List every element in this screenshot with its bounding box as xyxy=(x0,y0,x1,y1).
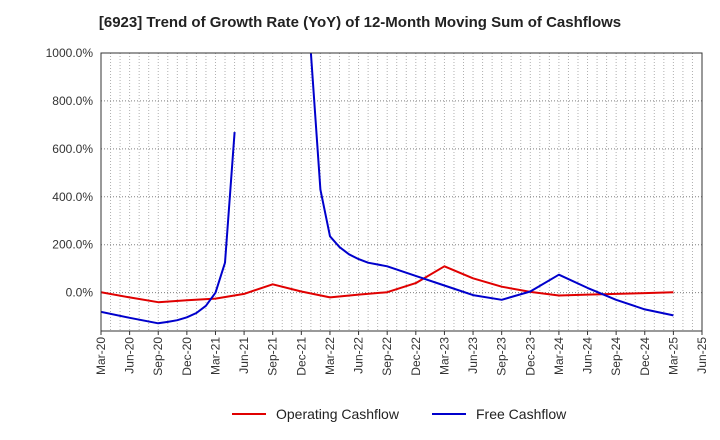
x-axis-tick-labels: Mar-20 Jun-20 Sep-20 Dec-20 Mar-21 Jun-21 Sep-… xyxy=(94,331,709,376)
x-tick-label: Dec-24 xyxy=(638,337,652,376)
legend-swatch-operating-cashflow xyxy=(232,413,266,415)
legend-label-free-cashflow: Free Cashflow xyxy=(476,406,567,422)
chart-title: [6923] Trend of Growth Rate (YoY) of 12-… xyxy=(98,14,622,31)
x-tick-label: Dec-21 xyxy=(294,337,308,376)
x-tick-label: Sep-22 xyxy=(380,337,394,376)
y-tick-label: 600.0% xyxy=(52,142,93,156)
legend-item-operating-cashflow: Operating Cashflow xyxy=(232,406,399,422)
x-tick-label: Mar-20 xyxy=(94,337,108,375)
x-tick-label: Sep-23 xyxy=(495,337,509,376)
x-tick-label: Mar-23 xyxy=(437,337,451,375)
y-axis-tick-labels: 0.0% 200.0% 400.0% 600.0% 800.0% 1000.0% xyxy=(46,46,94,300)
x-tick-label: Sep-21 xyxy=(266,337,280,376)
x-tick-label: Jun-24 xyxy=(581,337,595,374)
series-line-free-cashflow xyxy=(101,132,236,325)
x-tick-label: Jun-21 xyxy=(237,337,251,374)
y-tick-label: 0.0% xyxy=(66,286,94,300)
x-tick-label: Jun-23 xyxy=(466,337,480,374)
grid-layer xyxy=(101,52,702,331)
plot-frame xyxy=(100,52,703,332)
x-tick-label: Mar-25 xyxy=(666,337,680,375)
legend-item-free-cashflow: Free Cashflow xyxy=(432,406,566,422)
legend: Operating Cashflow Free Cashflow xyxy=(0,406,720,426)
x-tick-label: Jun-22 xyxy=(352,337,366,374)
y-tick-label: 1000.0% xyxy=(46,46,94,60)
x-tick-label: Dec-23 xyxy=(523,337,537,376)
x-tick-label: Dec-22 xyxy=(409,337,423,376)
x-tick-label: Mar-21 xyxy=(208,337,222,375)
legend-swatch-free-cashflow xyxy=(432,413,466,415)
legend-label-operating-cashflow: Operating Cashflow xyxy=(276,406,399,422)
y-tick-label: 800.0% xyxy=(52,94,93,108)
y-tick-label: 400.0% xyxy=(52,190,93,204)
x-tick-label: Jun-25 xyxy=(695,337,709,374)
x-tick-label: Sep-20 xyxy=(151,337,165,376)
x-tick-label: Jun-20 xyxy=(123,337,137,374)
series-line-operating-cashflow xyxy=(101,265,674,304)
x-tick-label: Mar-24 xyxy=(552,337,566,375)
x-tick-label: Mar-22 xyxy=(323,337,337,375)
series-layer xyxy=(101,53,674,325)
y-tick-label: 200.0% xyxy=(52,238,93,252)
x-tick-label: Sep-24 xyxy=(609,337,623,376)
x-tick-label: Dec-20 xyxy=(180,337,194,376)
series-line-free-cashflow xyxy=(309,53,674,317)
